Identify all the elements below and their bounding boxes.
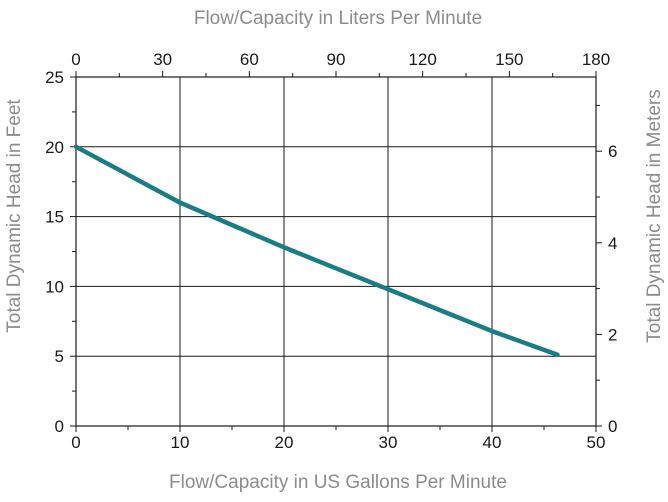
y2-tick-label: 2: [608, 325, 617, 344]
y-tick-label: 20: [45, 138, 64, 157]
x-tick-label: 30: [379, 433, 398, 452]
series-line: [73, 144, 560, 358]
x2-tick-label: 150: [495, 50, 523, 69]
y-tick-label: 10: [45, 277, 64, 296]
left-axis-title: Total Dynamic Head in Feet: [4, 99, 25, 333]
y-tick-label: 25: [45, 68, 64, 87]
x2-tick-label: 180: [582, 50, 610, 69]
y-tick-label: 15: [45, 208, 64, 227]
x2-tick-label: 90: [327, 50, 346, 69]
x2-tick-label: 30: [153, 50, 172, 69]
y-tick-label: 0: [55, 417, 64, 436]
x-tick-label: 50: [587, 433, 606, 452]
x-tick-label: 10: [171, 433, 190, 452]
x-tick-label: 40: [483, 433, 502, 452]
right-axis-title: Total Dynamic Head in Meters: [644, 89, 665, 342]
x-tick-label: 0: [71, 433, 80, 452]
y2-tick-label: 4: [608, 234, 617, 253]
y-tick-label: 5: [55, 347, 64, 366]
x2-tick-label: 0: [71, 50, 80, 69]
x2-tick-label: 120: [408, 50, 436, 69]
plot-frame: [75, 76, 597, 427]
y2-tick-label: 0: [608, 417, 617, 436]
x-tick-label: 20: [275, 433, 294, 452]
bottom-axis-title: Flow/Capacity in US Gallons Per Minute: [169, 472, 507, 493]
top-axis-title: Flow/Capacity in Liters Per Minute: [194, 8, 482, 29]
x2-tick-label: 60: [240, 50, 259, 69]
y2-tick-label: 6: [608, 142, 617, 161]
